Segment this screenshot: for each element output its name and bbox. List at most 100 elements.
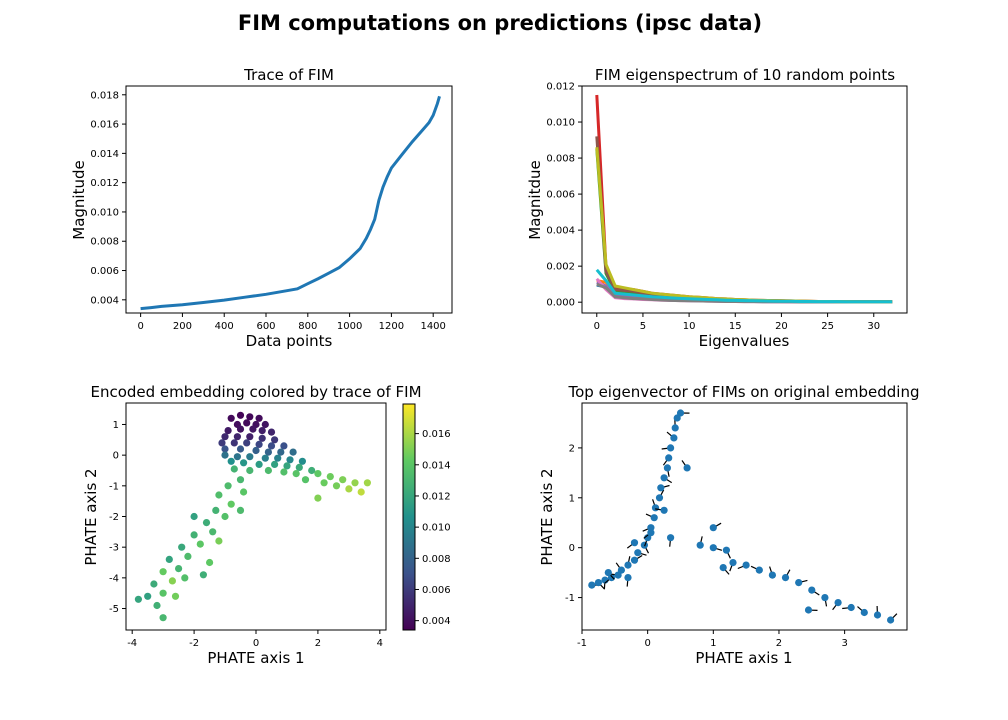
- scatter-point: [755, 566, 763, 574]
- x-tick-label: 1000: [337, 321, 362, 332]
- y-tick-label: 0.006: [546, 190, 575, 201]
- scatter-point: [227, 414, 235, 422]
- y-tick-label: 0.012: [546, 82, 575, 93]
- y-tick-label: -4: [109, 573, 119, 584]
- figure-title: FIM computations on predictions (ipsc da…: [238, 11, 762, 35]
- y-tick-label: 0.008: [90, 237, 119, 248]
- scatter-point: [617, 566, 626, 574]
- x-tick-label: 15: [729, 321, 742, 332]
- scatter-point: [215, 491, 223, 499]
- scatter-point: [663, 464, 672, 472]
- chart-title: Trace of FIM: [243, 66, 334, 84]
- y-axis-label: Magnitdue: [526, 160, 544, 239]
- scatter-point: [834, 599, 842, 607]
- scatter-point: [292, 470, 300, 478]
- scatter-point: [171, 592, 180, 600]
- eigenspectrum-line-chart: FIM eigenspectrum of 10 random points 0 5…: [526, 66, 908, 350]
- scatter-point: [221, 445, 229, 453]
- scatter-point: [243, 439, 251, 447]
- x-tick-label: 2: [776, 638, 782, 649]
- colorbar-tick-label: 0.016: [422, 429, 451, 440]
- y-tick-label: 1: [569, 493, 575, 504]
- y-axis-label: PHATE axis 2: [82, 468, 100, 565]
- scatter-point: [184, 552, 192, 561]
- scatter-point: [246, 453, 254, 461]
- x-tick-label: 20: [775, 321, 788, 332]
- scatter-point: [218, 439, 226, 447]
- scatter-point: [236, 411, 245, 419]
- eigenvector-quiver-scatter: Top eigenvector of FIMs on original embe…: [538, 383, 920, 667]
- x-tick-label: 3: [841, 638, 847, 649]
- scatter-point: [221, 512, 229, 521]
- scatter-point: [271, 436, 279, 444]
- scatter-point: [227, 457, 235, 465]
- scatter-point: [651, 504, 660, 512]
- scatter-point: [168, 577, 176, 585]
- scatter-point: [267, 442, 276, 450]
- scatter-point: [808, 586, 816, 594]
- scatter-point: [667, 534, 675, 542]
- x-tick-label: 30: [867, 321, 880, 332]
- scatter-point: [357, 488, 365, 496]
- chart-title: FIM eigenspectrum of 10 random points: [595, 66, 895, 84]
- scatter-point: [280, 442, 288, 450]
- x-tick-label: 0: [594, 321, 600, 332]
- y-tick-label: 0.010: [546, 118, 575, 129]
- scatter-point: [671, 424, 679, 432]
- x-tick-label: 1200: [379, 321, 404, 332]
- x-tick-label: 1: [710, 638, 716, 649]
- scatter-point: [696, 541, 704, 549]
- scatter-point: [255, 460, 263, 468]
- scatter-point: [289, 448, 297, 456]
- scatter-point: [660, 506, 668, 514]
- y-axis-label: PHATE axis 2: [538, 468, 556, 565]
- scatter-point: [277, 448, 285, 456]
- scatter-point: [230, 465, 238, 473]
- scatter-point: [144, 592, 152, 600]
- scatter-point: [264, 466, 272, 475]
- scatter-point: [351, 479, 359, 487]
- y-tick-label: 0.012: [90, 178, 119, 189]
- scatter-point: [271, 460, 279, 468]
- x-axis-ticks: -1 0 1 2 3: [577, 630, 848, 649]
- y-tick-label: 0: [569, 543, 575, 554]
- chart-title: Encoded embedding colored by trace of FI…: [90, 383, 421, 401]
- plot-area: [595, 94, 893, 304]
- colorbar-tick-label: 0.008: [422, 554, 451, 565]
- scatter-point: [236, 445, 245, 453]
- scatter-point: [630, 556, 639, 564]
- scatter-point: [224, 482, 232, 490]
- x-axis-label: Data points: [246, 332, 333, 350]
- scatter-point: [255, 414, 263, 422]
- scatter-point: [667, 444, 675, 452]
- colorbar-tick-label: 0.012: [422, 491, 451, 502]
- scatter-point: [150, 580, 158, 588]
- scatter-point: [657, 484, 665, 492]
- axes-frame: [125, 85, 453, 314]
- scatter-point: [261, 454, 269, 462]
- scatter-point: [240, 488, 248, 496]
- scatter-point: [314, 470, 322, 478]
- y-tick-label: -1: [109, 481, 119, 492]
- x-tick-label: 0: [253, 638, 259, 649]
- x-axis-label: PHATE axis 1: [695, 649, 792, 667]
- x-tick-label: 25: [821, 321, 834, 332]
- eigen-series-line-4: [595, 94, 893, 304]
- scatter-point: [190, 512, 198, 521]
- scatter-point: [175, 565, 183, 573]
- scatter-point: [363, 479, 371, 487]
- x-tick-label: -2: [189, 638, 199, 649]
- scatter-point: [264, 448, 272, 456]
- scatter-point: [246, 413, 254, 421]
- y-tick-label: 0: [113, 451, 119, 462]
- scatter-point: [190, 531, 198, 539]
- chart-title: Top eigenvector of FIMs on original embe…: [568, 383, 920, 401]
- scatter-point: [768, 571, 777, 579]
- y-axis-ticks: -1 0 1 2: [565, 443, 582, 604]
- y-axis-ticks: 0.000 0.002 0.004 0.006 0.008 0.010 0.012: [546, 82, 582, 309]
- scatter-point: [236, 476, 245, 484]
- scatter-point: [252, 446, 260, 455]
- scatter-point: [709, 524, 717, 532]
- scatter-point: [153, 601, 161, 610]
